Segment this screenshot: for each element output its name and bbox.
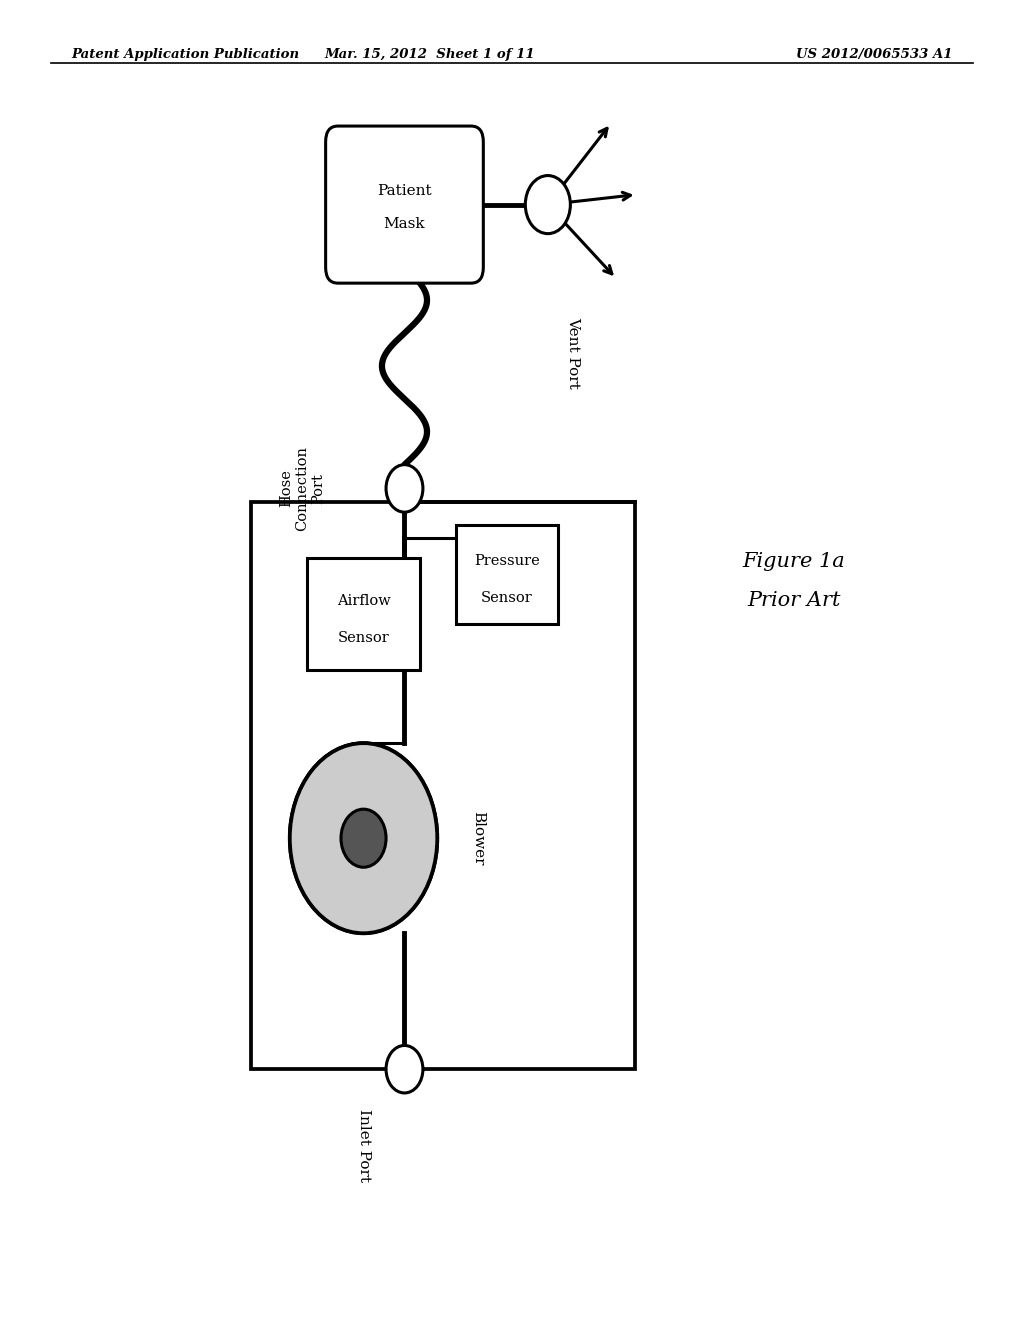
Circle shape: [386, 1045, 423, 1093]
Circle shape: [290, 743, 437, 933]
Text: Hose
Connection
Port: Hose Connection Port: [279, 446, 326, 531]
Bar: [307, 557, 420, 671]
Text: Mar. 15, 2012  Sheet 1 of 11: Mar. 15, 2012 Sheet 1 of 11: [325, 48, 536, 61]
Bar: [456, 525, 558, 624]
Text: Inlet Port: Inlet Port: [356, 1109, 371, 1181]
Circle shape: [525, 176, 570, 234]
Text: Sensor: Sensor: [481, 591, 532, 605]
Text: Patent Application Publication: Patent Application Publication: [72, 48, 300, 61]
FancyBboxPatch shape: [326, 125, 483, 284]
Circle shape: [341, 809, 386, 867]
Text: Figure 1a: Figure 1a: [742, 552, 845, 570]
Text: Sensor: Sensor: [338, 631, 389, 644]
Text: US 2012/0065533 A1: US 2012/0065533 A1: [796, 48, 952, 61]
Text: Airflow: Airflow: [337, 594, 390, 607]
Text: Patient: Patient: [377, 185, 432, 198]
Bar: [251, 502, 635, 1069]
Text: Vent Port: Vent Port: [566, 317, 581, 388]
Wedge shape: [290, 743, 411, 838]
Circle shape: [290, 743, 437, 933]
Circle shape: [386, 465, 423, 512]
Text: Mask: Mask: [384, 218, 425, 231]
Text: Pressure: Pressure: [474, 554, 540, 568]
Text: Blower: Blower: [471, 810, 485, 866]
Text: Prior Art: Prior Art: [746, 591, 841, 610]
